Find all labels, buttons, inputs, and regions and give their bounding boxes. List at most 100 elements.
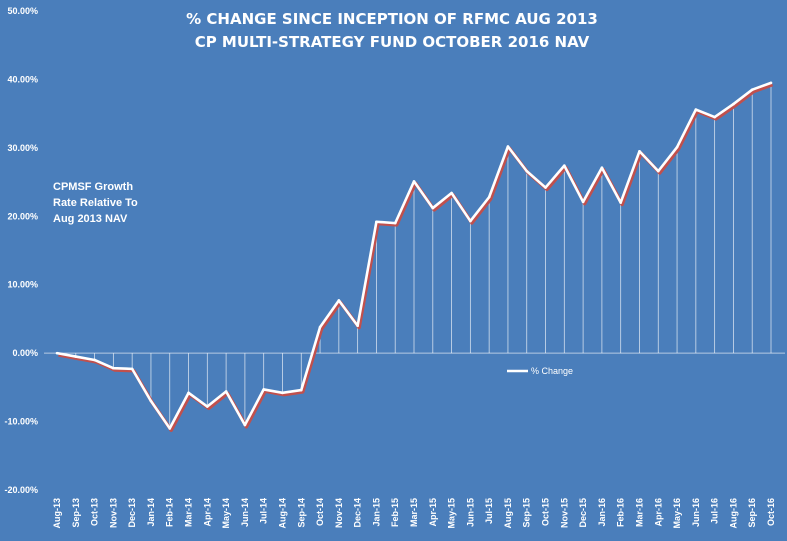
data-point [262, 388, 265, 391]
y-tick-label: 30.00% [7, 143, 38, 153]
x-tick-label: May-15 [447, 498, 457, 529]
x-tick-label: Apr-14 [202, 498, 212, 527]
x-tick-label: Sep-15 [522, 498, 532, 528]
data-point [713, 115, 716, 119]
data-point [168, 427, 172, 430]
data-point [187, 391, 190, 395]
x-tick-label: Sep-13 [71, 498, 81, 528]
x-tick-label: Sep-14 [296, 498, 306, 528]
data-point [694, 108, 698, 111]
annotation-line-1: CPMSF Growth [53, 181, 133, 193]
data-point [525, 169, 529, 173]
data-point [356, 324, 359, 328]
data-point [299, 388, 303, 392]
x-tick-label: May-16 [672, 498, 682, 529]
data-point [243, 423, 247, 427]
x-tick-label: Jan-14 [146, 498, 156, 527]
data-point [506, 145, 510, 148]
x-tick-label: Jun-14 [240, 498, 250, 527]
y-tick-label: 10.00% [7, 280, 38, 290]
x-tick-label: May-14 [221, 498, 231, 529]
x-tick-label: Jan-15 [371, 498, 381, 527]
data-point [337, 299, 341, 302]
data-point [450, 191, 453, 195]
x-tick-label: Jul-16 [710, 498, 720, 524]
x-tick-label: Feb-16 [616, 498, 626, 527]
data-point [206, 405, 209, 408]
data-point [55, 351, 59, 355]
x-tick-label: Aug-14 [277, 498, 287, 529]
x-tick-label: Mar-16 [634, 498, 644, 527]
y-axis-ticks: 50.00% 40.00% 30.00% 20.00% 10.00% 0.00% -10.0… [4, 6, 38, 495]
y-tick-label: -10.00% [4, 417, 38, 427]
x-tick-label: Jan-16 [597, 498, 607, 527]
x-tick-label: Jun-16 [691, 498, 701, 527]
data-point [469, 219, 472, 223]
data-point [750, 88, 754, 91]
x-tick-label: Mar-14 [184, 498, 194, 527]
data-points [55, 81, 773, 430]
data-point [619, 201, 622, 204]
x-tick-label: Nov-13 [108, 498, 118, 528]
x-tick-label: Aug-13 [52, 498, 62, 529]
y-tick-label: -20.00% [4, 485, 38, 495]
data-point [581, 200, 585, 204]
chart-title-line-2: CP MULTI-STRATEGY FUND OCTOBER 2016 NAV [195, 33, 590, 51]
data-point [732, 102, 735, 106]
data-point [600, 166, 604, 170]
x-tick-label: Oct-13 [90, 498, 100, 526]
data-point [675, 145, 679, 149]
data-point [431, 206, 435, 210]
x-axis-ticks: Aug-13 Sep-13 Oct-13 Nov-13 Dec-13 Jan-14 Feb-… [52, 498, 776, 529]
x-tick-label: Oct-15 [541, 498, 551, 526]
data-point [487, 195, 491, 199]
x-tick-label: Feb-14 [165, 498, 175, 527]
y-tick-label: 40.00% [7, 74, 38, 84]
data-point [375, 220, 378, 224]
x-tick-label: Dec-14 [353, 498, 363, 528]
x-tick-label: Feb-15 [390, 498, 400, 527]
annotation-line-2: Rate Relative To [53, 197, 138, 209]
x-tick-label: Oct-14 [315, 498, 325, 526]
legend: % Change [507, 366, 573, 376]
x-tick-label: Oct-16 [766, 498, 776, 526]
data-point [149, 399, 153, 403]
chart-title-line-1: % CHANGE SINCE INCEPTION OF RFMC AUG 201… [186, 10, 598, 28]
series-line-shadow [58, 83, 774, 432]
data-point [112, 366, 115, 370]
data-point [656, 169, 660, 173]
data-point [281, 391, 284, 395]
y-tick-label: 20.00% [7, 211, 38, 221]
x-tick-label: Dec-13 [127, 498, 137, 528]
data-point [638, 149, 641, 153]
data-point [563, 164, 566, 167]
x-tick-label: Nov-14 [334, 498, 344, 528]
x-tick-label: Nov-15 [559, 498, 569, 528]
x-tick-label: Apr-15 [428, 498, 438, 527]
x-tick-label: Jun-15 [465, 498, 475, 527]
annotation-line-3: Aug 2013 NAV [53, 213, 128, 225]
x-tick-label: Dec-15 [578, 498, 588, 528]
x-tick-label: Mar-15 [409, 498, 419, 527]
x-tick-label: Jul-15 [484, 498, 494, 524]
data-point [393, 221, 397, 225]
drop-lines [75, 82, 772, 429]
legend-label: % Change [531, 366, 573, 376]
data-point [130, 367, 134, 371]
data-point [769, 81, 773, 85]
y-tick-label: 0.00% [12, 348, 38, 358]
x-tick-label: Aug-15 [503, 498, 513, 529]
data-point [74, 355, 78, 358]
data-point [93, 358, 96, 362]
x-tick-label: Apr-16 [653, 498, 663, 527]
y-tick-label: 50.00% [7, 6, 38, 16]
x-tick-label: Sep-16 [747, 498, 757, 528]
data-point [318, 325, 322, 329]
data-point [544, 186, 547, 189]
data-point [224, 390, 228, 393]
x-tick-label: Jul-14 [259, 498, 269, 524]
x-tick-label: Aug-16 [728, 498, 738, 529]
data-point [412, 180, 416, 183]
